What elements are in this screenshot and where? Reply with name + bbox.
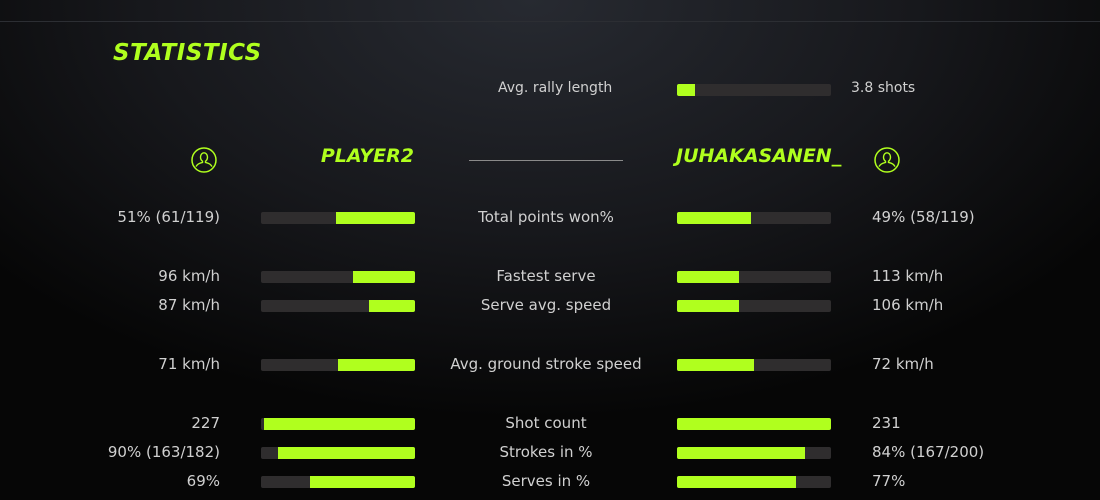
stat-left-bar-fill [338,359,415,371]
stat-label: Serves in % [501,472,591,490]
stat-right-bar-fill [677,271,739,283]
stat-label: Avg. ground stroke speed [450,355,642,373]
stat-left-bar [261,476,415,488]
stat-left-value: 90% (163/182) [107,443,220,461]
stat-right-bar-fill [677,476,796,488]
stat-right-bar [677,418,831,430]
stat-right-bar-fill [677,300,739,312]
stat-left-bar-fill [336,212,415,224]
stat-right-bar-fill [677,212,751,224]
stat-right-bar [677,359,831,371]
stat-right-value: 113 km/h [872,267,944,285]
user-circle-icon [191,147,217,173]
player-left-name: PLAYER2 [320,145,414,167]
stat-row: 227 Shot count 231 [0,414,1100,434]
stat-right-value: 77% [872,472,906,490]
stat-left-value: 51% (61/119) [117,208,220,226]
stat-row: 96 km/h Fastest serve 113 km/h [0,267,1100,287]
stat-right-bar [677,271,831,283]
stat-label: Shot count [505,414,587,432]
stat-left-value: 71 km/h [158,355,220,373]
stat-left-bar-fill [310,476,415,488]
stat-left-bar-fill [264,418,415,430]
stat-row: 87 km/h Serve avg. speed 106 km/h [0,296,1100,316]
stat-right-bar [677,212,831,224]
stat-row: 71 km/h Avg. ground stroke speed 72 km/h [0,355,1100,375]
stat-row: 69% Serves in % 77% [0,472,1100,492]
stat-label: Serve avg. speed [480,296,612,314]
stat-left-value: 227 [191,414,220,432]
stat-label: Strokes in % [499,443,593,461]
stat-left-value: 69% [186,472,220,490]
header-divider [469,160,623,161]
stat-left-bar [261,271,415,283]
user-circle-icon [874,147,900,173]
stat-right-bar-fill [677,418,831,430]
stat-right-value: 72 km/h [872,355,934,373]
stat-left-bar [261,359,415,371]
stat-row: 51% (61/119) Total points won% 49% (58/1… [0,208,1100,228]
stat-right-bar [677,476,831,488]
stat-right-value: 231 [872,414,901,432]
stat-left-bar-fill [353,271,415,283]
stat-right-value: 106 km/h [872,296,944,314]
top-divider [0,21,1100,22]
player-right-name: JUHAKASANEN_ [676,145,842,167]
stat-right-value: 49% (58/119) [872,208,975,226]
stat-left-value: 87 km/h [158,296,220,314]
page-title: STATISTICS [113,40,262,66]
stat-row: 90% (163/182) Strokes in % 84% (167/200) [0,443,1100,463]
stat-label: Total points won% [478,208,614,226]
stat-left-bar-fill [277,447,415,459]
stat-left-value: 96 km/h [158,267,220,285]
stat-right-bar [677,300,831,312]
rally-bar-fill [677,84,696,96]
stat-left-bar [261,418,415,430]
rally-label: Avg. rally length [498,80,613,96]
stat-right-bar-fill [677,447,805,459]
stat-left-bar [261,447,415,459]
stat-right-bar-fill [677,359,754,371]
rally-bar [677,84,831,96]
stat-left-bar-fill [368,300,415,312]
stat-left-bar [261,300,415,312]
rally-value: 3.8 shots [851,80,916,96]
stat-label: Fastest serve [496,267,596,285]
stat-right-bar [677,447,831,459]
stat-left-bar [261,212,415,224]
stat-right-value: 84% (167/200) [872,443,985,461]
